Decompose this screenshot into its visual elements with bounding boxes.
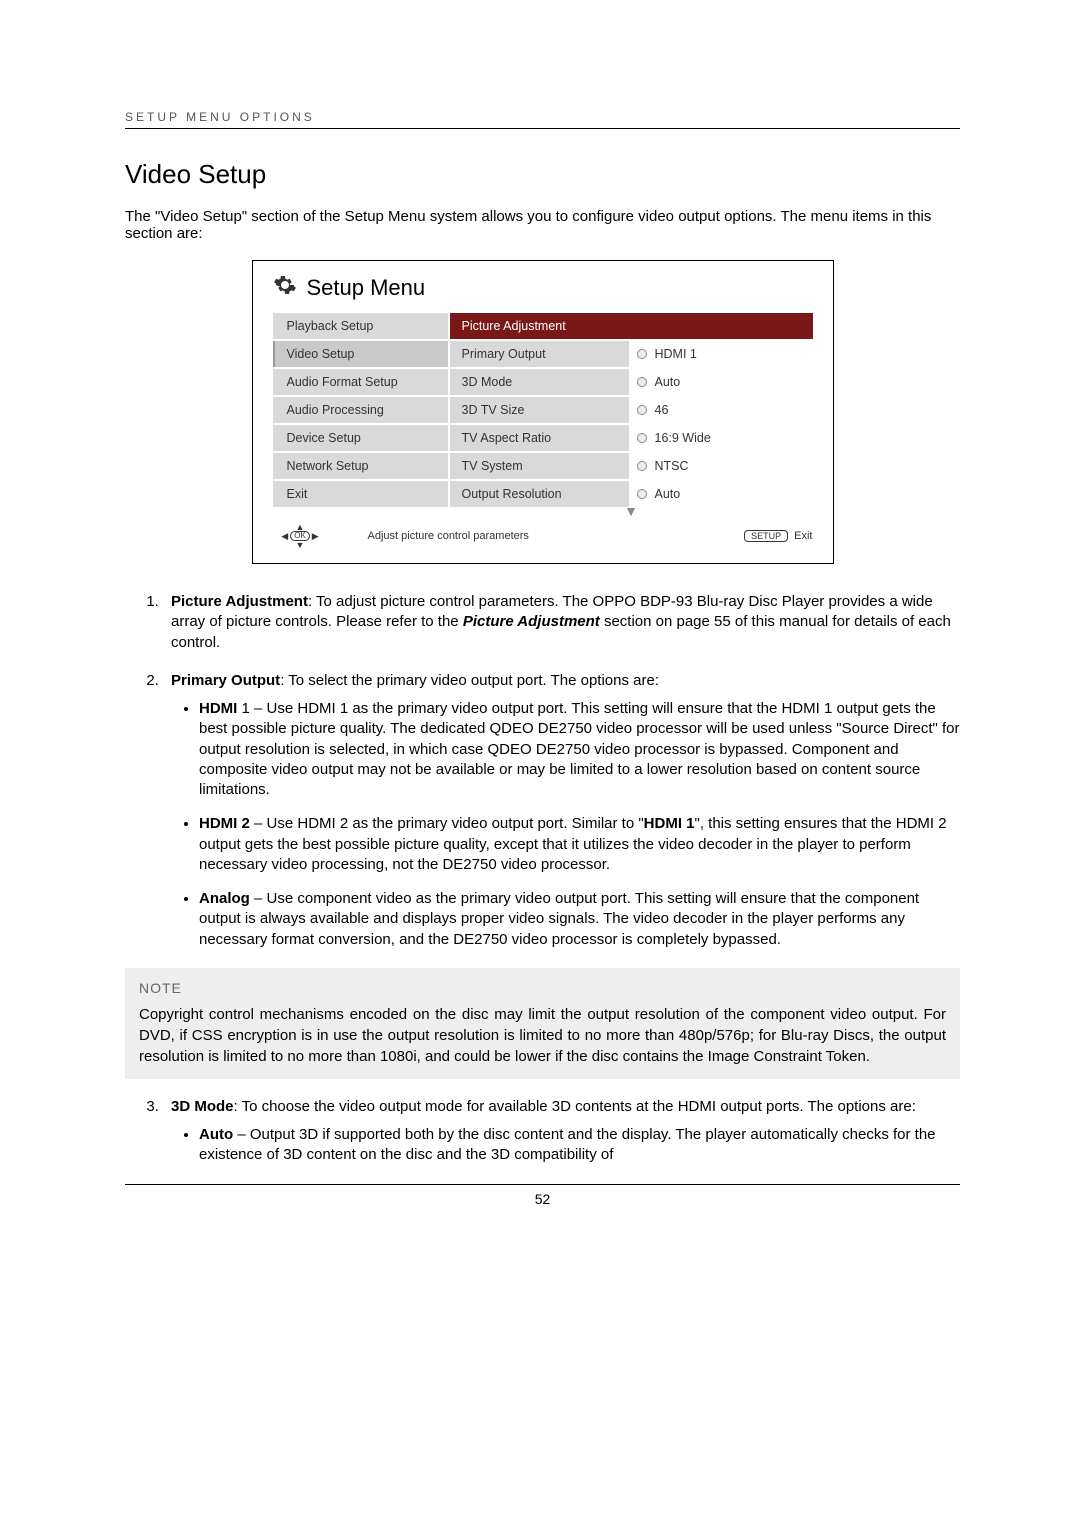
header-breadcrumb: SETUP MENU OPTIONS (125, 110, 960, 129)
menu-row-value: 46 (629, 397, 813, 423)
list-item: Auto – Output 3D if supported both by th… (199, 1125, 960, 1166)
dpad-icon: ▲ ◀ OK ▶ ▼ (273, 523, 328, 549)
gear-icon (273, 273, 297, 303)
chevron-down-icon: ▼ (450, 507, 813, 515)
lead-bold: 3D Mode (171, 1098, 234, 1115)
menu-row-label: Output Resolution (450, 481, 629, 507)
content-list: Picture Adjustment: To adjust picture co… (125, 592, 960, 950)
menu-row-3d-tv-size[interactable]: 3D TV Size 46 (450, 397, 813, 423)
list-item: HDMI 1 – Use HDMI 1 as the primary video… (199, 699, 960, 800)
setup-menu-left-col: Playback Setup Video Setup Audio Format … (273, 313, 448, 515)
menu-item-exit[interactable]: Exit (273, 481, 448, 507)
menu-item-network[interactable]: Network Setup (273, 453, 448, 479)
lead-bold: Picture Adjustment (171, 593, 308, 610)
list-item: Primary Output: To select the primary vi… (163, 671, 960, 950)
radio-icon (637, 433, 647, 443)
menu-row-label: TV Aspect Ratio (450, 425, 629, 451)
menu-row-aspect-ratio[interactable]: TV Aspect Ratio 16:9 Wide (450, 425, 813, 451)
list-item: 3D Mode: To choose the video output mode… (163, 1097, 960, 1166)
setup-menu-footer: ▲ ◀ OK ▶ ▼ Adjust picture control parame… (273, 523, 813, 549)
body-text: – Output 3D if supported both by the dis… (199, 1126, 936, 1163)
setup-button-label: SETUP (744, 530, 788, 542)
list-item: Picture Adjustment: To adjust picture co… (163, 592, 960, 653)
ref-bold: HDMI 1 (644, 815, 695, 832)
body-text: : To select the primary video output por… (280, 672, 659, 689)
value-text: 16:9 Wide (655, 431, 711, 445)
value-text: NTSC (655, 459, 689, 473)
lead-bold: HDMI (199, 700, 237, 717)
hint-text: Adjust picture control parameters (328, 530, 745, 542)
menu-row-3d-mode[interactable]: 3D Mode Auto (450, 369, 813, 395)
setup-menu-title: Setup Menu (273, 273, 813, 303)
setup-menu-right-col: Picture Adjustment Primary Output HDMI 1… (450, 313, 813, 515)
value-text: HDMI 1 (655, 347, 697, 361)
setup-menu-title-text: Setup Menu (307, 275, 426, 301)
radio-icon (637, 489, 647, 499)
radio-icon (637, 349, 647, 359)
body-text: – Use component video as the primary vid… (199, 890, 919, 948)
ref-bold-italic: Picture Adjustment (463, 613, 600, 630)
menu-row-value: Auto (629, 481, 813, 507)
menu-row-value: 16:9 Wide (629, 425, 813, 451)
lead-bold: Analog (199, 890, 250, 907)
menu-item-device[interactable]: Device Setup (273, 425, 448, 451)
bullet-list: HDMI 1 – Use HDMI 1 as the primary video… (171, 699, 960, 950)
menu-row-value: HDMI 1 (629, 341, 813, 367)
menu-item-playback[interactable]: Playback Setup (273, 313, 448, 339)
bullet-list: Auto – Output 3D if supported both by th… (171, 1125, 960, 1166)
intro-text: The "Video Setup" section of the Setup M… (125, 208, 960, 242)
lead-bold: Auto (199, 1126, 233, 1143)
menu-row-label: 3D Mode (450, 369, 629, 395)
value-text: Auto (655, 487, 681, 501)
menu-row-primary-output[interactable]: Primary Output HDMI 1 (450, 341, 813, 367)
list-item: Analog – Use component video as the prim… (199, 889, 960, 950)
radio-icon (637, 377, 647, 387)
menu-row-value: NTSC (629, 453, 813, 479)
menu-row-tv-system[interactable]: TV System NTSC (450, 453, 813, 479)
note-body: Copyright control mechanisms encoded on … (139, 1004, 946, 1067)
note-box: NOTE Copyright control mechanisms encode… (125, 968, 960, 1079)
note-title: NOTE (139, 980, 946, 996)
body-text: 1 – Use HDMI 1 as the primary video outp… (199, 700, 959, 798)
menu-row-label: Primary Output (450, 341, 629, 367)
radio-icon (637, 405, 647, 415)
value-text: 46 (655, 403, 669, 417)
page-title: Video Setup (125, 159, 960, 190)
value-text: Auto (655, 375, 681, 389)
menu-item-audio-format[interactable]: Audio Format Setup (273, 369, 448, 395)
menu-row-value: Auto (629, 369, 813, 395)
list-item: HDMI 2 – Use HDMI 2 as the primary video… (199, 814, 960, 875)
menu-item-audio-processing[interactable]: Audio Processing (273, 397, 448, 423)
body-text: – Use HDMI 2 as the primary video output… (250, 815, 644, 832)
menu-row-label: TV System (450, 453, 629, 479)
menu-row-selected-label: Picture Adjustment (450, 313, 813, 339)
setup-menu-screenshot: Setup Menu Playback Setup Video Setup Au… (252, 260, 834, 564)
page-number: 52 (125, 1184, 960, 1207)
menu-item-video[interactable]: Video Setup (273, 341, 448, 367)
menu-row-picture-adjustment[interactable]: Picture Adjustment (450, 313, 813, 339)
exit-label: Exit (794, 530, 812, 542)
body-text: : To choose the video output mode for av… (234, 1098, 916, 1115)
lead-bold: Primary Output (171, 672, 280, 689)
lead-bold: HDMI 2 (199, 815, 250, 832)
radio-icon (637, 461, 647, 471)
menu-row-label: 3D TV Size (450, 397, 629, 423)
content-list-cont: 3D Mode: To choose the video output mode… (125, 1097, 960, 1166)
